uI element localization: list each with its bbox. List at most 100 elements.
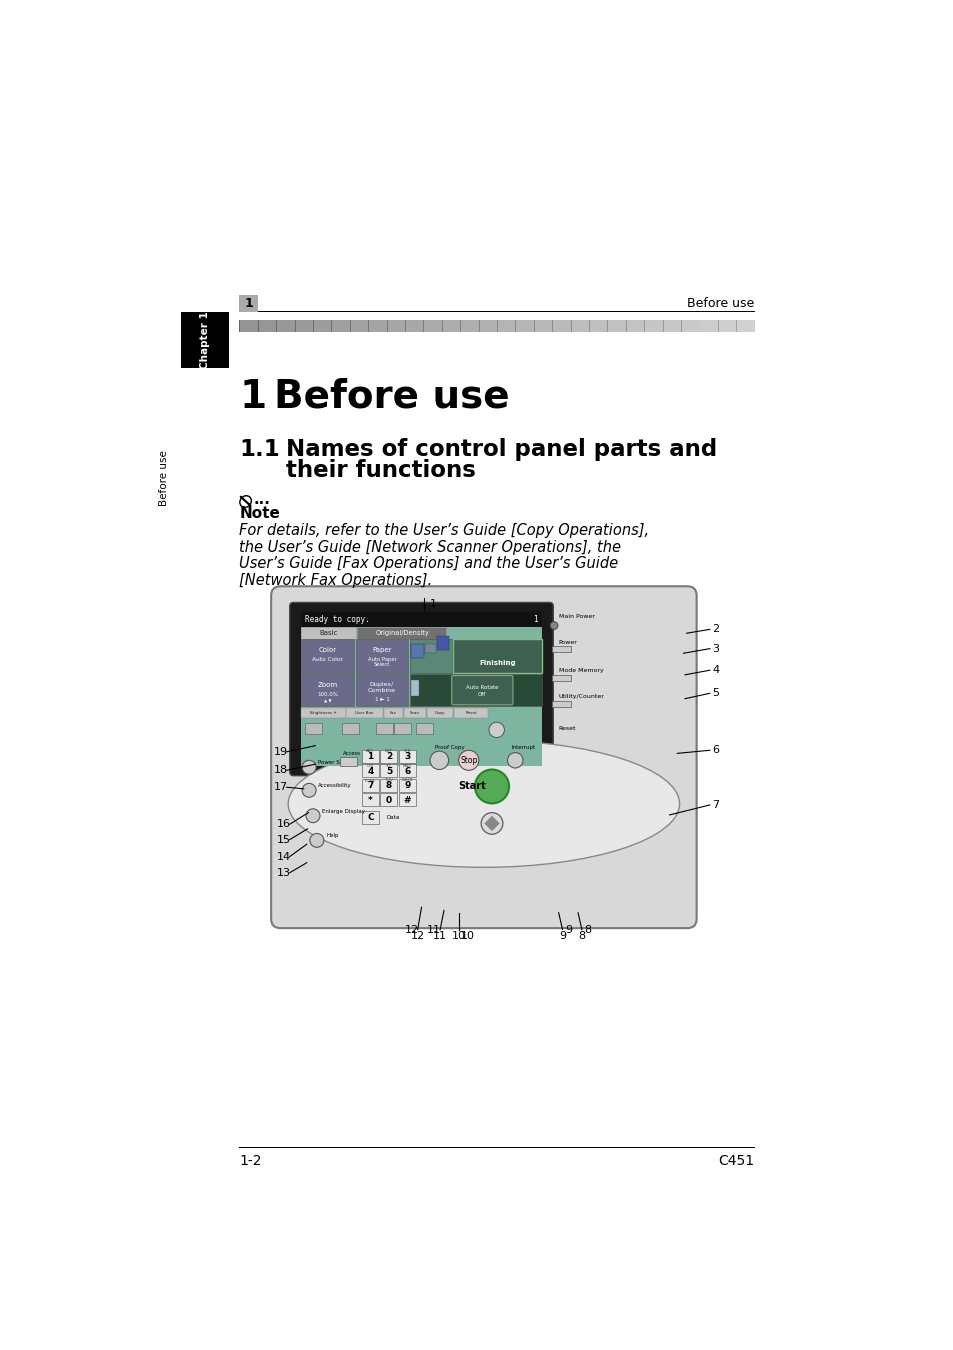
Text: Main Power: Main Power — [558, 614, 594, 618]
Text: User Box: User Box — [355, 711, 374, 716]
Text: Zoom: Zoom — [317, 682, 337, 688]
Bar — [398, 794, 416, 806]
Text: Power Save ①: Power Save ① — [318, 760, 356, 765]
Bar — [375, 722, 393, 734]
Text: 2: 2 — [385, 752, 392, 761]
Circle shape — [480, 813, 502, 834]
Text: Note: Note — [239, 506, 280, 521]
Text: 8: 8 — [385, 782, 392, 791]
Bar — [257, 320, 276, 332]
Bar — [410, 674, 541, 706]
Text: PQRS: PQRS — [365, 779, 375, 783]
Text: 11: 11 — [433, 931, 447, 941]
Bar — [699, 320, 718, 332]
Text: Interrupt: Interrupt — [511, 745, 535, 751]
Text: 9: 9 — [564, 925, 572, 934]
Text: 12: 12 — [404, 925, 418, 934]
Bar — [301, 674, 354, 706]
Bar — [340, 757, 356, 767]
Bar — [515, 320, 534, 332]
Text: Before use: Before use — [159, 450, 169, 506]
Text: Fax: Fax — [390, 711, 396, 716]
Bar — [380, 764, 397, 778]
Text: their functions: their functions — [286, 459, 476, 482]
Bar — [394, 722, 411, 734]
Bar — [346, 707, 382, 718]
Bar — [625, 320, 643, 332]
Text: Color: Color — [318, 647, 336, 653]
Text: Brightness ☀: Brightness ☀ — [310, 711, 336, 716]
Text: Utility/Counter: Utility/Counter — [558, 694, 604, 699]
Text: [Network Fax Operations].: [Network Fax Operations]. — [239, 574, 432, 589]
Text: Accessibility: Accessibility — [318, 783, 352, 788]
Bar — [301, 628, 355, 640]
Bar — [552, 647, 571, 652]
Bar — [380, 779, 397, 792]
Text: Chapter 1: Chapter 1 — [200, 310, 210, 369]
Text: 1 ► 1: 1 ► 1 — [375, 697, 389, 702]
Text: 14: 14 — [276, 852, 291, 861]
Bar — [423, 320, 441, 332]
Text: Finishing: Finishing — [478, 660, 516, 666]
Bar — [301, 613, 541, 628]
Text: Access: Access — [343, 751, 361, 756]
Circle shape — [458, 751, 478, 771]
Bar — [368, 320, 386, 332]
Bar — [534, 320, 552, 332]
Bar — [680, 320, 699, 332]
Text: 4: 4 — [367, 767, 374, 776]
Bar — [331, 320, 350, 332]
Text: Scan: Scan — [410, 711, 419, 716]
Text: TUV: TUV — [385, 779, 393, 783]
Bar — [736, 320, 754, 332]
Bar — [383, 707, 402, 718]
Bar — [350, 320, 368, 332]
Bar — [441, 320, 459, 332]
Bar — [425, 644, 436, 653]
Bar — [301, 613, 541, 765]
Text: 1: 1 — [429, 599, 436, 609]
Text: 18: 18 — [274, 765, 287, 775]
Text: 0: 0 — [385, 796, 392, 805]
Polygon shape — [484, 815, 499, 832]
Bar — [478, 320, 497, 332]
Bar — [454, 707, 488, 718]
Text: Data: Data — [386, 815, 399, 821]
Bar — [453, 640, 541, 672]
Text: Enlarge Display: Enlarge Display — [322, 809, 365, 814]
Text: Reset: Reset — [558, 726, 576, 732]
Text: 1: 1 — [533, 616, 537, 624]
Text: Help: Help — [326, 833, 338, 838]
Text: Basic: Basic — [319, 630, 337, 636]
Text: 11: 11 — [426, 925, 440, 934]
Bar — [386, 320, 405, 332]
Bar — [181, 312, 229, 367]
Text: 7: 7 — [367, 782, 374, 791]
Text: 5: 5 — [385, 767, 392, 776]
Text: Before use: Before use — [687, 297, 754, 310]
Text: 100.0%: 100.0% — [317, 691, 337, 697]
Text: #: # — [403, 796, 411, 805]
Text: Duplex/: Duplex/ — [370, 682, 394, 687]
Bar — [305, 722, 322, 734]
Text: 3: 3 — [712, 644, 719, 653]
Bar — [398, 779, 416, 792]
Text: ABC: ABC — [366, 749, 374, 753]
Text: DEF: DEF — [385, 749, 393, 753]
Text: Paper: Paper — [372, 647, 392, 653]
Text: Off: Off — [477, 693, 486, 698]
Text: 5: 5 — [712, 688, 719, 698]
Bar — [361, 749, 378, 763]
Text: 13: 13 — [276, 868, 291, 878]
Circle shape — [310, 833, 323, 848]
Bar — [356, 628, 446, 640]
Circle shape — [306, 809, 319, 822]
Bar — [416, 722, 433, 734]
Text: 1: 1 — [244, 297, 253, 310]
Bar — [239, 296, 257, 312]
Text: 10: 10 — [451, 931, 465, 941]
Bar — [552, 675, 571, 680]
Text: the User’s Guide [Network Scanner Operations], the: the User’s Guide [Network Scanner Operat… — [239, 540, 620, 555]
Bar — [380, 749, 397, 763]
Bar — [570, 320, 588, 332]
